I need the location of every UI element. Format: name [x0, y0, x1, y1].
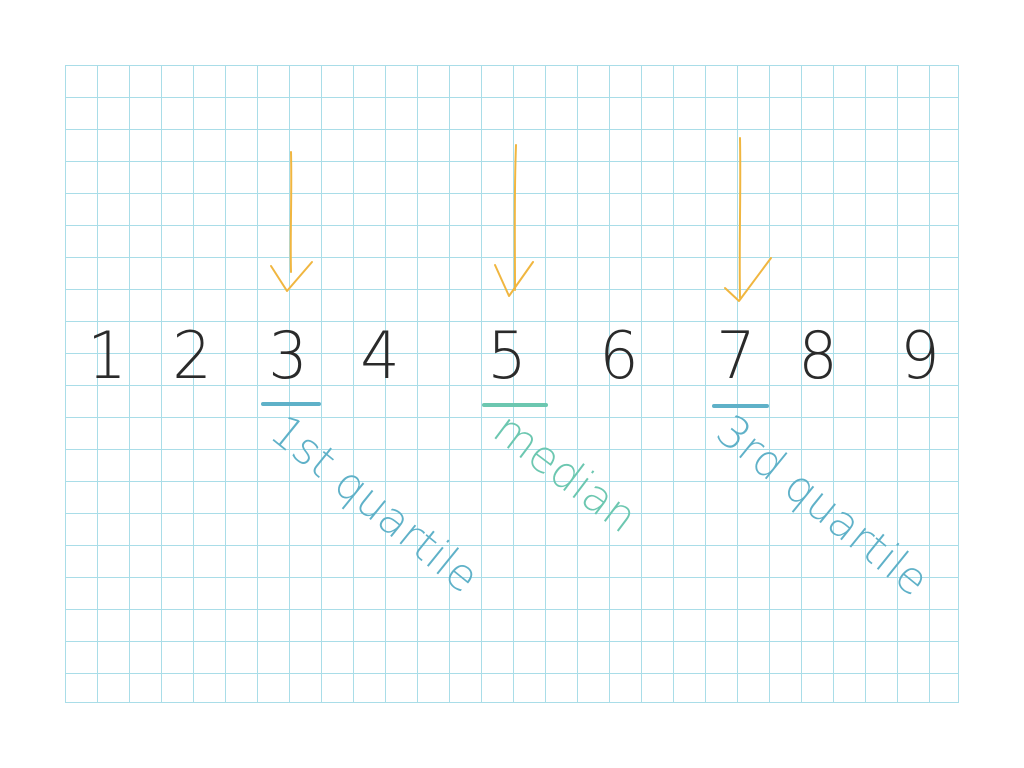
- number-6: 6: [599, 317, 639, 394]
- number-3: 3: [268, 317, 308, 394]
- quartile-underline: [261, 402, 321, 406]
- number-1: 1: [87, 317, 127, 394]
- quartile-underline: [712, 404, 769, 408]
- arrow-down-icon: [724, 137, 772, 302]
- number-7: 7: [716, 317, 756, 394]
- arrow-down-icon: [270, 151, 313, 292]
- number-9: 9: [900, 317, 940, 394]
- median-underline: [482, 403, 548, 407]
- number-4: 4: [360, 317, 400, 394]
- number-2: 2: [172, 317, 212, 394]
- number-8: 8: [798, 317, 838, 394]
- grid-paper: [65, 65, 959, 703]
- number-5: 5: [487, 317, 527, 394]
- arrow-down-icon: [494, 144, 534, 297]
